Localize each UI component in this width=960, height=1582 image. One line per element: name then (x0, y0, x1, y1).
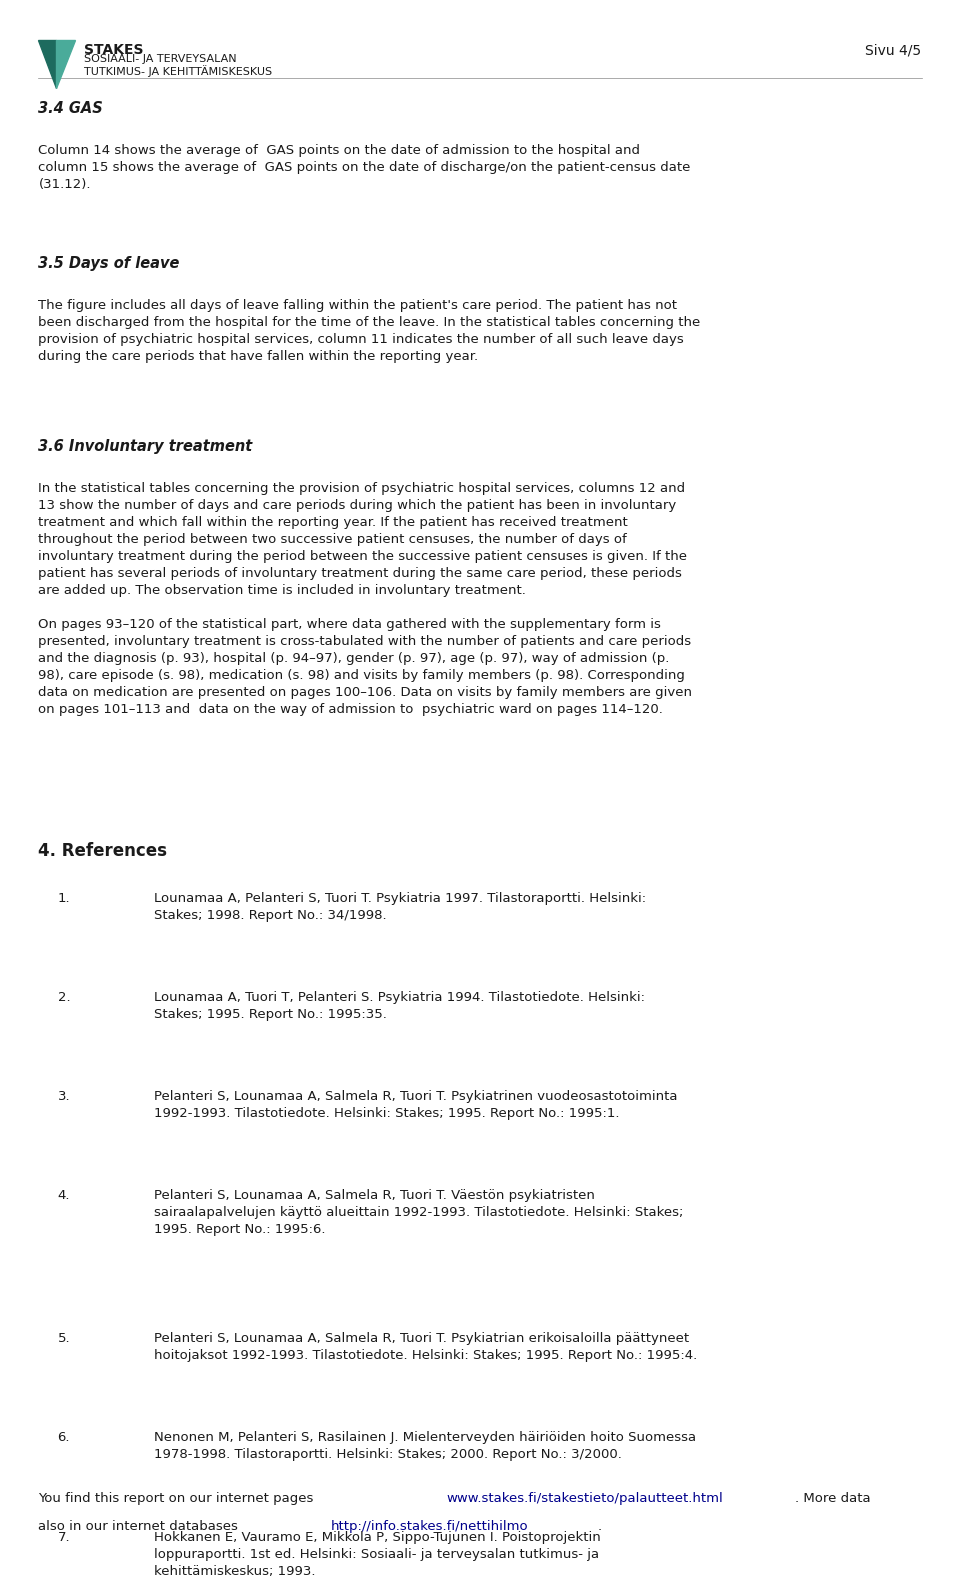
Text: .: . (598, 1520, 602, 1533)
Text: The figure includes all days of leave falling within the patient's care period. : The figure includes all days of leave fa… (38, 299, 701, 364)
Polygon shape (38, 40, 56, 89)
Text: TUTKIMUS- JA KEHITTÄMISKESKUS: TUTKIMUS- JA KEHITTÄMISKESKUS (84, 65, 273, 78)
Text: 1.: 1. (58, 892, 70, 905)
Text: . More data: . More data (795, 1492, 871, 1504)
Text: 5.: 5. (58, 1332, 70, 1345)
Text: Hokkanen E, Vauramo E, Mikkola P, Sippo-Tujunen I. Poistoprojektin
loppuraportti: Hokkanen E, Vauramo E, Mikkola P, Sippo-… (154, 1531, 600, 1577)
Text: Pelanteri S, Lounamaa A, Salmela R, Tuori T. Psykiatrian erikoisaloilla päättyne: Pelanteri S, Lounamaa A, Salmela R, Tuor… (154, 1332, 697, 1362)
Text: In the statistical tables concerning the provision of psychiatric hospital servi: In the statistical tables concerning the… (38, 483, 692, 717)
Text: also in our internet databases: also in our internet databases (38, 1520, 243, 1533)
Text: 4. References: 4. References (38, 842, 167, 861)
Text: 3.4 GAS: 3.4 GAS (38, 101, 103, 115)
Text: 2.: 2. (58, 990, 70, 1005)
Text: STAKES: STAKES (84, 43, 144, 57)
Text: Lounamaa A, Tuori T, Pelanteri S. Psykiatria 1994. Tilastotiedote. Helsinki:
Sta: Lounamaa A, Tuori T, Pelanteri S. Psykia… (154, 990, 644, 1020)
Text: 7.: 7. (58, 1531, 70, 1544)
Text: Sivu 4/5: Sivu 4/5 (866, 43, 922, 57)
Text: Pelanteri S, Lounamaa A, Salmela R, Tuori T. Psykiatrinen vuodeosastotoiminta
19: Pelanteri S, Lounamaa A, Salmela R, Tuor… (154, 1090, 677, 1120)
Text: Nenonen M, Pelanteri S, Rasilainen J. Mielenterveyden häiriöiden hoito Suomessa
: Nenonen M, Pelanteri S, Rasilainen J. Mi… (154, 1432, 696, 1462)
Text: 3.: 3. (58, 1090, 70, 1103)
Text: http://info.stakes.fi/nettihilmo: http://info.stakes.fi/nettihilmo (331, 1520, 529, 1533)
Text: Pelanteri S, Lounamaa A, Salmela R, Tuori T. Väestön psykiatristen
sairaalapalve: Pelanteri S, Lounamaa A, Salmela R, Tuor… (154, 1190, 683, 1237)
Text: 6.: 6. (58, 1432, 70, 1444)
Text: Lounamaa A, Pelanteri S, Tuori T. Psykiatria 1997. Tilastoraportti. Helsinki:
St: Lounamaa A, Pelanteri S, Tuori T. Psykia… (154, 892, 646, 922)
Text: www.stakes.fi/stakestieto/palautteet.html: www.stakes.fi/stakestieto/palautteet.htm… (446, 1492, 723, 1504)
Text: You find this report on our internet pages: You find this report on our internet pag… (38, 1492, 318, 1504)
Text: 3.6 Involuntary treatment: 3.6 Involuntary treatment (38, 438, 252, 454)
Polygon shape (56, 40, 75, 89)
Text: SOSIAALI- JA TERVEYSALAN: SOSIAALI- JA TERVEYSALAN (84, 54, 237, 65)
Text: 3.5 Days of leave: 3.5 Days of leave (38, 256, 180, 271)
Text: Column 14 shows the average of  GAS points on the date of admission to the hospi: Column 14 shows the average of GAS point… (38, 144, 691, 191)
Text: 4.: 4. (58, 1190, 70, 1202)
